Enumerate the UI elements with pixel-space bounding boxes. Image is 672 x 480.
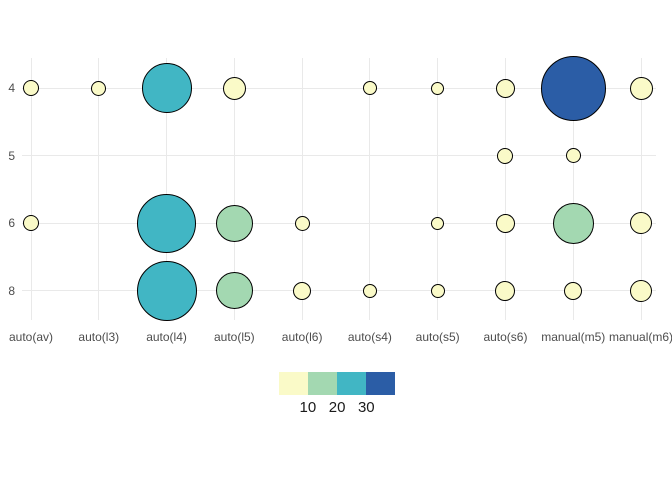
gridline-horizontal <box>22 87 656 89</box>
gridline-vertical <box>504 57 506 320</box>
data-point-bubble <box>91 80 107 96</box>
legend-swatch <box>307 372 338 395</box>
x-axis-tick-label: manual(m6) <box>609 330 672 344</box>
gridline-vertical <box>640 57 642 320</box>
data-point-bubble <box>23 80 39 96</box>
data-point-bubble <box>495 280 516 301</box>
gridline-vertical <box>98 57 100 320</box>
data-point-bubble <box>136 260 197 321</box>
x-axis-tick-label: auto(l3) <box>78 330 120 344</box>
gridline-horizontal <box>22 155 656 156</box>
data-point-bubble <box>497 147 514 164</box>
x-axis-tick-label: auto(l4) <box>146 330 187 344</box>
data-point-bubble <box>430 283 445 298</box>
legend-swatch <box>278 372 308 395</box>
y-axis-tick-label: 5 <box>8 148 15 163</box>
data-point-bubble <box>552 202 594 244</box>
data-point-bubble <box>431 81 445 95</box>
gridline-vertical <box>233 57 235 320</box>
data-point-bubble <box>294 215 310 231</box>
data-point-bubble <box>141 63 192 113</box>
gridline-vertical <box>30 57 32 320</box>
x-axis-tick-label: manual(m5) <box>541 330 606 344</box>
data-point-bubble <box>495 78 515 98</box>
data-point-bubble <box>293 281 312 300</box>
data-point-bubble <box>137 193 197 253</box>
gridline-horizontal <box>22 222 656 224</box>
x-axis-tick-label: auto(s4) <box>347 330 392 344</box>
data-point-bubble <box>630 279 653 302</box>
x-axis-tick-label: auto(l5) <box>213 330 255 344</box>
x-axis-tick-label: auto(av) <box>8 330 54 344</box>
gridline-horizontal <box>22 290 656 291</box>
data-point-bubble <box>215 272 253 309</box>
data-point-bubble <box>215 204 253 242</box>
data-point-bubble <box>630 212 653 234</box>
data-point-bubble <box>362 81 377 95</box>
gridline-vertical <box>369 57 371 320</box>
data-point-bubble <box>565 148 581 163</box>
x-axis-tick-label: auto(s5) <box>415 330 460 344</box>
gridline-vertical <box>166 57 168 320</box>
data-point-bubble <box>540 55 606 121</box>
data-point-bubble <box>629 76 653 100</box>
data-point-bubble <box>564 281 583 300</box>
data-point-bubble <box>362 283 377 298</box>
x-axis-tick-label: auto(l6) <box>281 330 323 344</box>
x-axis-tick-label: auto(s6) <box>483 330 528 344</box>
legend-tick-label: 10 <box>299 399 317 416</box>
gridline-vertical <box>572 57 574 320</box>
data-point-bubble <box>222 76 246 100</box>
legend-swatch <box>366 372 396 395</box>
y-axis-tick-label: 6 <box>8 216 15 230</box>
gridline-vertical <box>437 57 439 320</box>
y-axis-tick-label: 8 <box>8 283 15 298</box>
data-point-bubble <box>495 213 515 233</box>
data-point-bubble <box>431 216 445 230</box>
legend-tick-label: 30 <box>357 399 375 416</box>
gridline-vertical <box>301 57 303 320</box>
legend-swatch <box>337 372 367 395</box>
legend-tick-label: 20 <box>328 399 346 416</box>
data-point-bubble <box>23 215 39 231</box>
y-axis-tick-label: 4 <box>8 81 15 95</box>
